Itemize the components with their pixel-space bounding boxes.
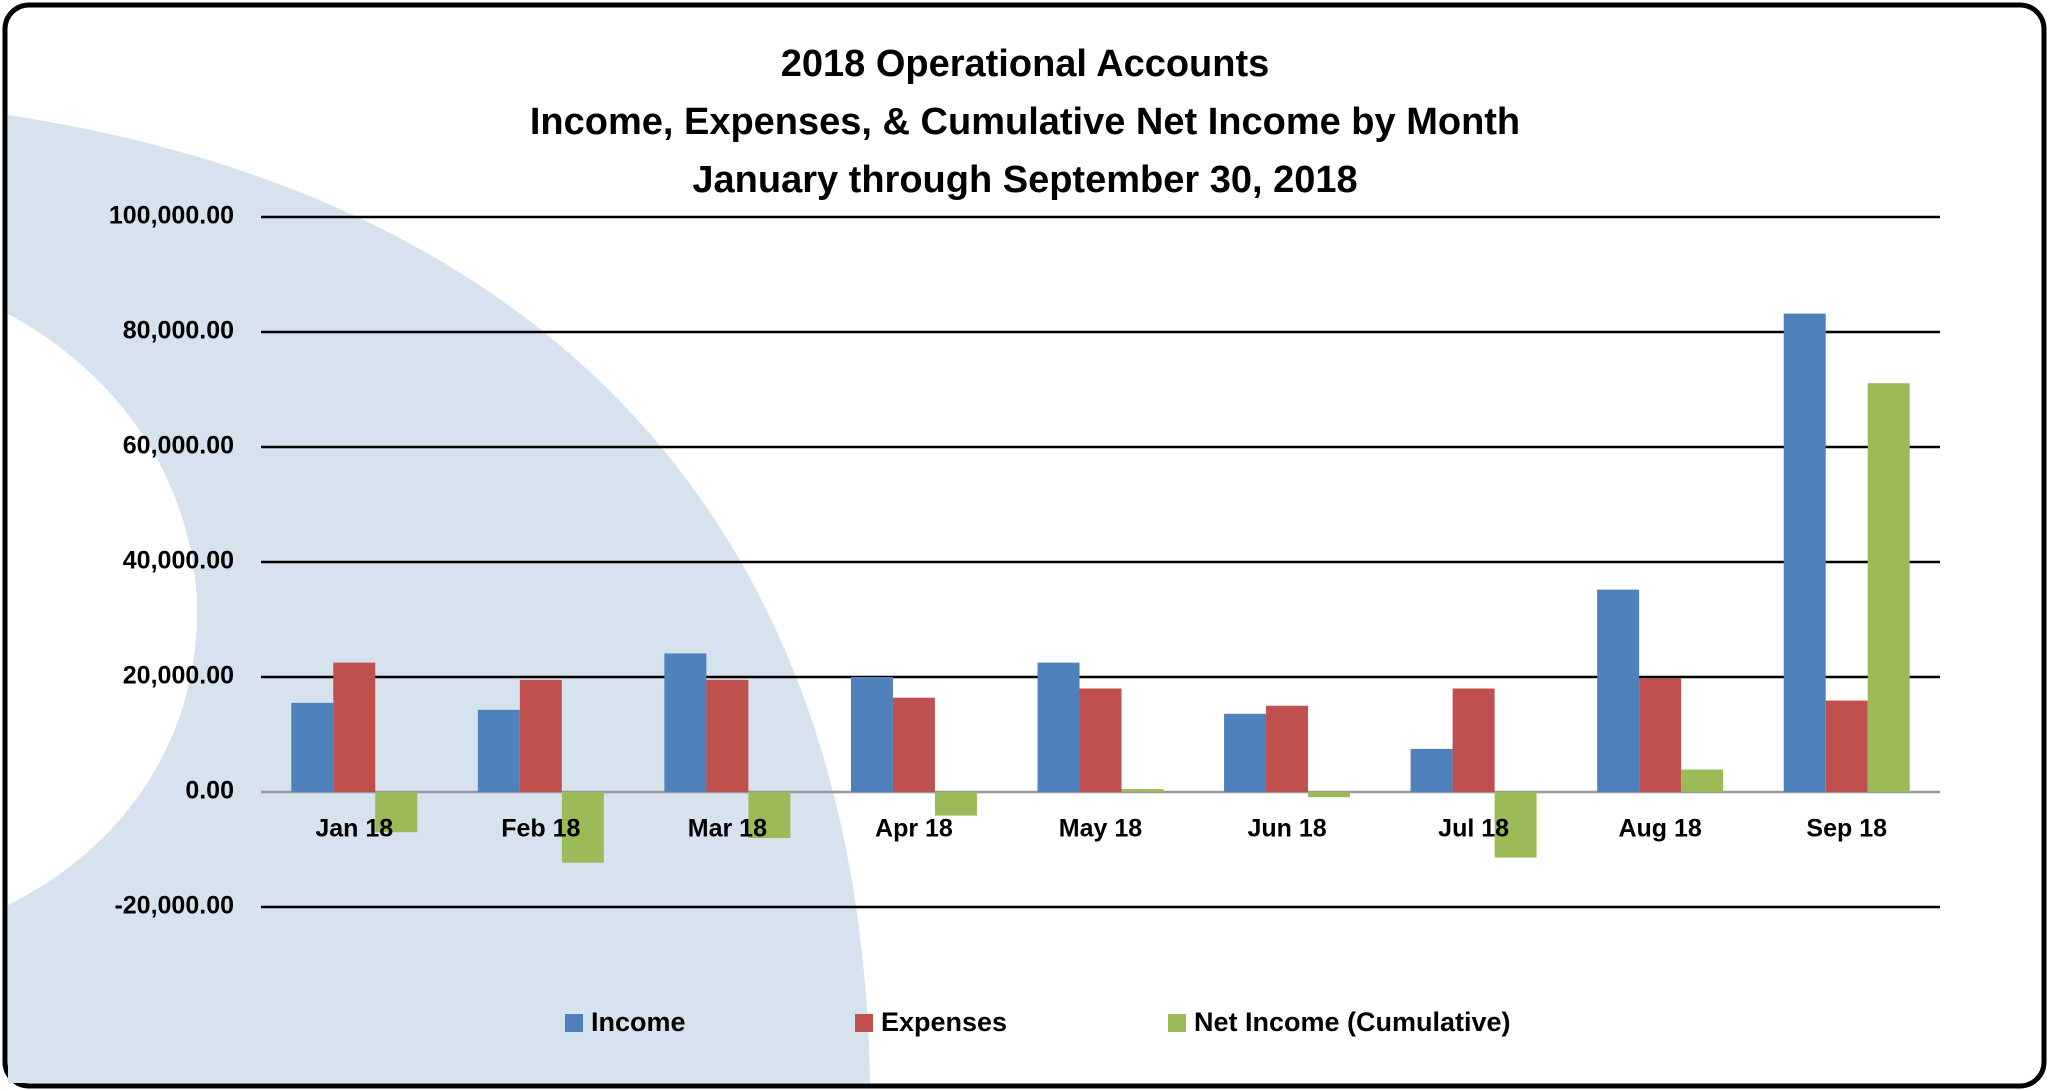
bar — [706, 679, 749, 792]
bar — [1681, 769, 1724, 792]
bar — [1410, 748, 1453, 792]
bar — [1452, 688, 1495, 792]
bar — [1121, 789, 1164, 792]
y-tick-label: 0.00 — [185, 777, 234, 805]
x-tick-label: Aug 18 — [1618, 815, 1701, 843]
x-tick-label: Jan 18 — [315, 815, 393, 843]
x-tick-label: Sep 18 — [1806, 815, 1887, 843]
bar — [1079, 688, 1122, 792]
bar — [1494, 792, 1537, 858]
bar — [561, 792, 604, 863]
legend-label: Expenses — [881, 1007, 1007, 1037]
bar — [1639, 678, 1682, 792]
y-tick-label: -20,000.00 — [114, 892, 234, 920]
y-tick-label: 20,000.00 — [123, 662, 234, 690]
x-tick-label: Feb 18 — [501, 815, 580, 843]
bar — [934, 792, 977, 816]
bar — [291, 702, 334, 792]
bar — [1224, 713, 1267, 792]
bar — [1037, 662, 1080, 792]
bar — [333, 662, 376, 792]
x-tick-label: Apr 18 — [875, 815, 953, 843]
chart-title: Income, Expenses, & Cumulative Net Incom… — [530, 101, 1520, 143]
y-tick-label: 80,000.00 — [123, 317, 234, 345]
chart-title: 2018 Operational Accounts — [781, 43, 1270, 85]
bar — [664, 653, 707, 792]
bar — [1783, 313, 1826, 792]
x-tick-label: May 18 — [1059, 815, 1142, 843]
x-tick-label: Jun 18 — [1247, 815, 1326, 843]
bar — [1597, 589, 1640, 792]
bar — [375, 792, 418, 833]
y-tick-label: 100,000.00 — [109, 202, 234, 230]
chart-title: January through September 30, 2018 — [692, 159, 1357, 201]
bar — [1825, 700, 1868, 792]
y-tick-label: 40,000.00 — [123, 547, 234, 575]
x-tick-label: Mar 18 — [688, 815, 767, 843]
legend-label: Net Income (Cumulative) — [1194, 1007, 1511, 1037]
y-tick-label: 60,000.00 — [123, 432, 234, 460]
legend-swatch — [1168, 1014, 1186, 1032]
bar — [892, 697, 935, 792]
legend-label: Income — [591, 1007, 686, 1037]
bar — [1867, 383, 1910, 792]
bar — [477, 709, 520, 792]
bar — [519, 679, 562, 792]
bar — [1308, 792, 1351, 798]
bar — [748, 792, 791, 838]
bar — [850, 677, 893, 792]
bar — [1266, 705, 1309, 792]
legend-swatch — [855, 1014, 873, 1032]
legend-swatch — [565, 1014, 583, 1032]
background-arc — [8, 115, 870, 1083]
x-tick-label: Jul 18 — [1438, 815, 1509, 843]
